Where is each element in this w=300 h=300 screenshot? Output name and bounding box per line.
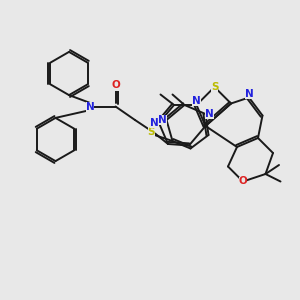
Text: N: N bbox=[85, 101, 94, 112]
Text: N: N bbox=[244, 89, 253, 99]
Text: N: N bbox=[150, 118, 159, 128]
Text: N: N bbox=[192, 96, 201, 106]
Text: N: N bbox=[158, 115, 167, 125]
Text: O: O bbox=[111, 80, 120, 91]
Text: S: S bbox=[148, 127, 155, 137]
Text: O: O bbox=[238, 176, 247, 187]
Text: S: S bbox=[211, 82, 218, 92]
Text: N: N bbox=[205, 109, 214, 119]
